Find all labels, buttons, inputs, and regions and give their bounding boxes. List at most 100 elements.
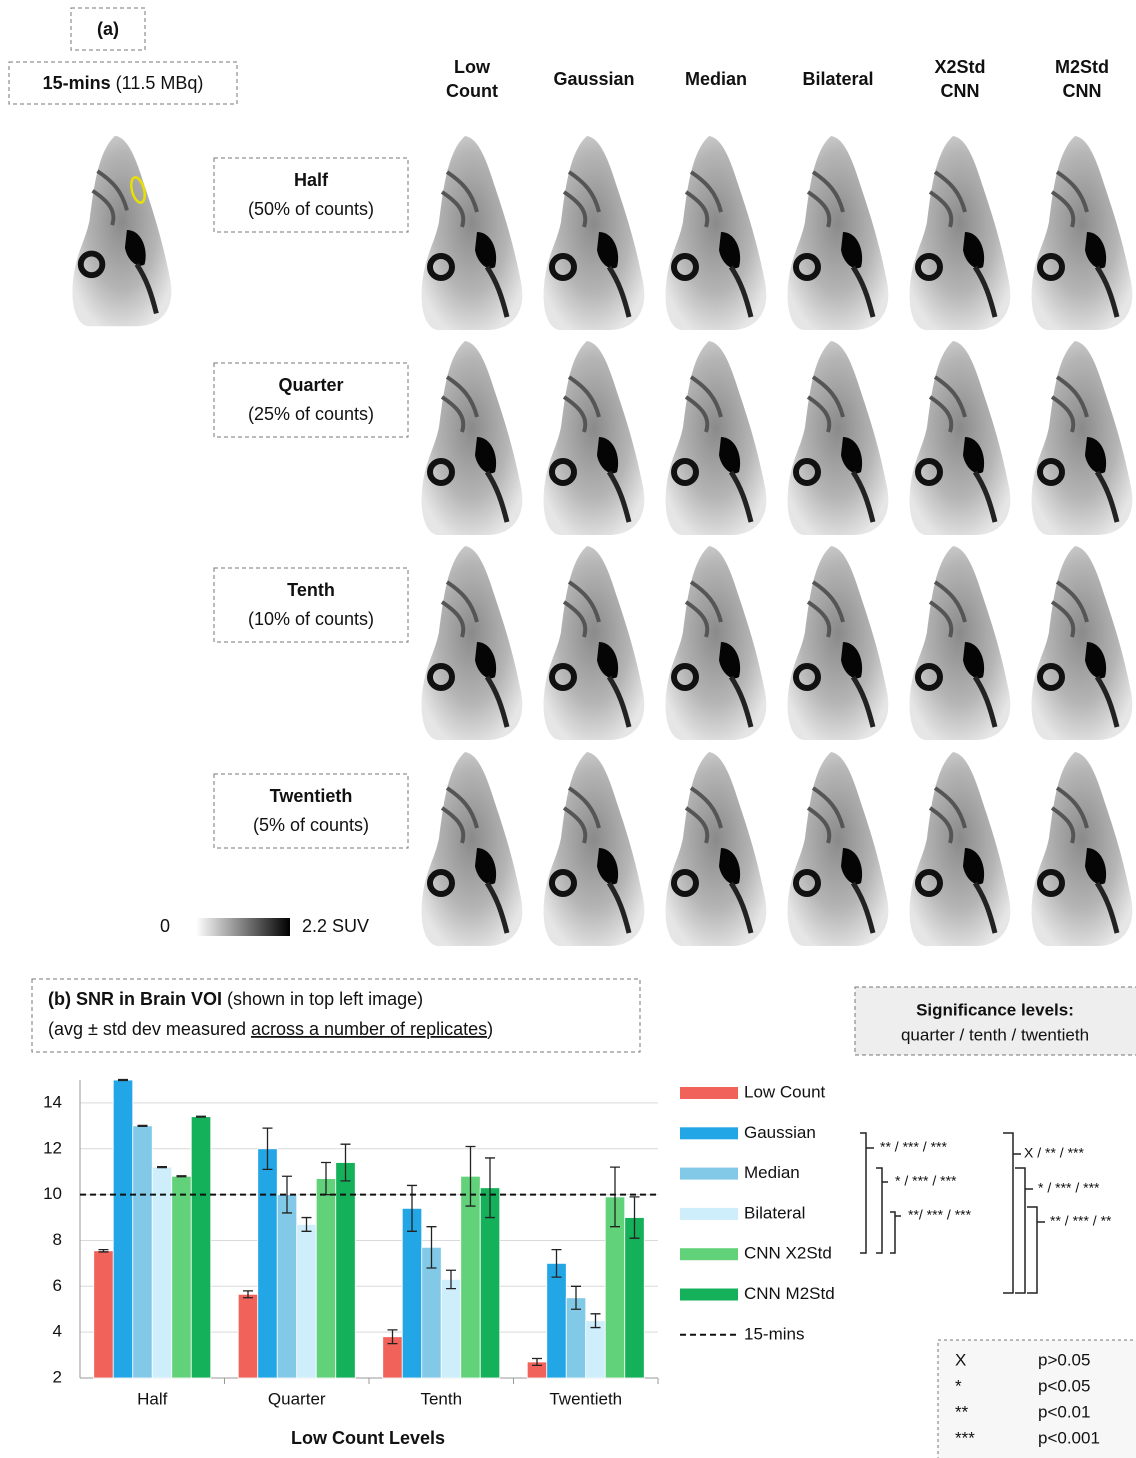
title-main: (b) SNR in Brain VOI <box>48 989 222 1009</box>
x-tick-label: Half <box>137 1389 168 1408</box>
x-axis-title: Low Count Levels <box>291 1428 445 1448</box>
scan-image <box>788 752 889 946</box>
reference-image <box>72 136 171 326</box>
significance-subtitle: quarter / tenth / twentieth <box>901 1025 1089 1044</box>
bracket-label: **/ *** / *** <box>908 1207 972 1223</box>
reference-title: 15-mins <box>43 73 111 93</box>
scan-image <box>666 341 767 535</box>
key-meaning: p<0.001 <box>1038 1428 1100 1447</box>
panel-label: (a) <box>97 19 119 39</box>
bar <box>297 1224 317 1378</box>
scan-image <box>422 341 523 535</box>
bracket-label: ** / *** / *** <box>880 1139 947 1155</box>
scan-image <box>422 752 523 946</box>
bar <box>402 1208 422 1378</box>
bracket-label: X / ** / *** <box>1024 1145 1084 1161</box>
scan-image <box>910 341 1011 535</box>
x-tick-label: Twentieth <box>549 1389 622 1408</box>
bracket-label: ** / *** / ** <box>1050 1213 1112 1229</box>
row-detail: (10% of counts) <box>248 609 374 629</box>
column-header: CNN <box>941 81 980 101</box>
bracket-label: * / *** / *** <box>895 1173 957 1189</box>
bar <box>316 1179 336 1378</box>
reference-label: 15-mins (11.5 MBq) <box>43 73 204 93</box>
row-name: Half <box>294 170 329 190</box>
legend-swatch <box>680 1248 738 1260</box>
reference-detail: (11.5 MBq) <box>116 73 204 93</box>
bar <box>258 1149 278 1378</box>
error-bar <box>196 1116 206 1117</box>
legend-label: Gaussian <box>744 1123 816 1142</box>
colorbar-max: 2.2 SUV <box>302 916 369 936</box>
scan-image <box>788 546 889 740</box>
bar <box>277 1195 297 1378</box>
legend-label: Low Count <box>744 1082 826 1101</box>
row-name: Twentieth <box>270 786 353 806</box>
bar <box>441 1279 461 1378</box>
legend-label: CNN X2Std <box>744 1244 832 1263</box>
bar <box>238 1294 258 1378</box>
legend-swatch <box>680 1127 738 1139</box>
key-meaning: p<0.01 <box>1038 1402 1090 1421</box>
row-detail: (25% of counts) <box>248 404 374 424</box>
column-header: Median <box>685 69 747 89</box>
scan-image <box>544 136 645 330</box>
subtitle-part: across a number of replicates <box>251 1019 487 1039</box>
chart-subtitle: (avg ± std dev measured across a number … <box>48 1019 493 1039</box>
key-meaning: p<0.05 <box>1038 1376 1090 1395</box>
page: (a) 15-mins (11.5 MBq) 0 2.2 SUV LowCoun… <box>0 0 1136 1458</box>
key-symbol: *** <box>955 1428 975 1447</box>
title-note: (shown in top left image) <box>227 989 423 1009</box>
scan-image <box>788 341 889 535</box>
y-tick-label: 8 <box>53 1230 62 1249</box>
scan-image <box>910 752 1011 946</box>
significance-box <box>855 987 1136 1055</box>
bar <box>586 1321 606 1378</box>
row-detail: (5% of counts) <box>253 815 369 835</box>
bar <box>547 1263 567 1378</box>
x-tick-label: Quarter <box>268 1389 326 1408</box>
key-meaning: p>0.05 <box>1038 1350 1090 1369</box>
scan-image <box>910 546 1011 740</box>
column-header: X2Std <box>934 57 985 77</box>
legend-swatch <box>680 1168 738 1180</box>
legend-label: CNN M2Std <box>744 1284 835 1303</box>
y-tick-label: 12 <box>43 1138 62 1157</box>
bar <box>94 1251 114 1378</box>
bar <box>113 1080 133 1378</box>
row-name: Tenth <box>287 580 335 600</box>
legend-label: 15-mins <box>744 1324 804 1343</box>
scan-image <box>666 136 767 330</box>
key-symbol: ** <box>955 1402 969 1421</box>
scan-image <box>422 546 523 740</box>
x-tick-label: Tenth <box>420 1389 462 1408</box>
column-header: M2Std <box>1055 57 1109 77</box>
scan-image <box>1032 546 1133 740</box>
legend-label: Median <box>744 1163 800 1182</box>
scan-image <box>422 136 523 330</box>
bracket-label: * / *** / *** <box>1038 1180 1100 1196</box>
scan-image <box>544 341 645 535</box>
y-tick-label: 10 <box>43 1184 62 1203</box>
scan-image <box>544 546 645 740</box>
subtitle-part: (avg ± std dev measured <box>48 1019 251 1039</box>
figure: (a) 15-mins (11.5 MBq) 0 2.2 SUV LowCoun… <box>0 0 1136 1458</box>
scan-image <box>666 546 767 740</box>
y-tick-label: 6 <box>53 1276 62 1295</box>
colorbar-min: 0 <box>160 916 170 936</box>
column-header: Gaussian <box>553 69 634 89</box>
scan-image <box>1032 341 1133 535</box>
bar <box>625 1218 645 1378</box>
bar <box>191 1117 211 1378</box>
y-tick-label: 14 <box>43 1092 62 1111</box>
row-name: Quarter <box>278 375 343 395</box>
error-bar <box>157 1167 167 1168</box>
scan-image <box>910 136 1011 330</box>
key-symbol: * <box>955 1376 962 1395</box>
significance-title: Significance levels: <box>916 1000 1074 1019</box>
colorbar <box>196 918 290 936</box>
column-header: CNN <box>1063 81 1102 101</box>
panel-a: (a) 15-mins (11.5 MBq) 0 2.2 SUV LowCoun… <box>9 8 1132 946</box>
key-symbol: X <box>955 1350 966 1369</box>
scan-image <box>544 752 645 946</box>
